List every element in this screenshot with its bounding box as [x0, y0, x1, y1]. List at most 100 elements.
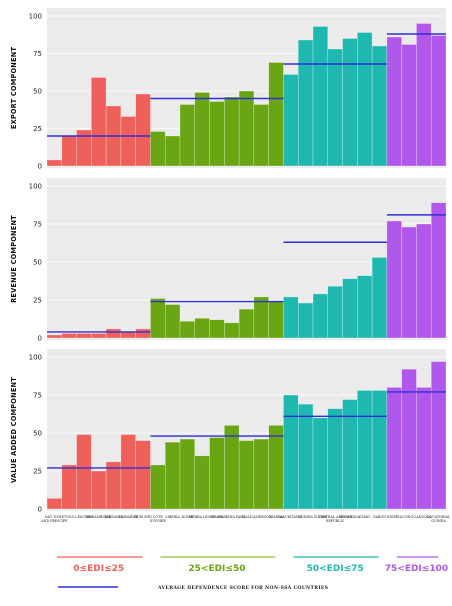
bar-togo — [61, 464, 77, 510]
bar-mauritania — [283, 74, 299, 167]
bar-central-african-republic — [327, 48, 343, 167]
bar-nigeria — [386, 387, 402, 510]
group-labels: 0≤EDI≤25 25<EDI≤50 50<EDI≤75 75<EDI≤100 — [57, 556, 448, 574]
bar-tanzania — [105, 461, 122, 510]
country-label: BURUNDI — [134, 515, 152, 519]
bar-botswana — [342, 38, 358, 167]
bar-chad — [357, 275, 373, 339]
y-tick-label: 50 — [33, 429, 42, 437]
bar-guinea — [297, 39, 314, 167]
y-tick-label: 0 — [38, 162, 42, 170]
bar-sao-tome-and-principe — [46, 334, 63, 339]
bar-chad — [357, 32, 373, 167]
bar-guinea — [297, 403, 314, 510]
bar-angola — [416, 387, 432, 510]
bar-zambia — [268, 62, 284, 167]
country-label: TOGO — [64, 515, 75, 519]
country-label: NIGER — [182, 515, 194, 519]
group-label: 25<EDI≤50 — [188, 564, 245, 574]
y-tick-label: 25 — [33, 296, 42, 304]
bar-burkina-faso — [224, 96, 240, 167]
bar-equatorial-guinea — [430, 361, 447, 510]
bar-togo — [61, 333, 77, 339]
chart-panels: 0 25 50 75 100 EXPORT COMPONENT 0 25 50 75 100 REVE… — [10, 8, 447, 513]
country-label: BURKINA FASO — [218, 515, 245, 519]
bar-ghana — [209, 319, 225, 339]
bar-mali — [238, 440, 255, 510]
bar-sudan — [312, 417, 329, 510]
bar-mali — [238, 90, 255, 167]
bar-central-african-republic — [327, 408, 343, 510]
bar-gabon — [371, 257, 388, 339]
bar-burkina-faso — [224, 322, 240, 339]
bar-zambia — [268, 301, 284, 339]
panel-2: 0 25 50 75 100 REVENUE COMPONENT — [10, 178, 447, 342]
bar-chad — [357, 390, 373, 510]
y-tick-label: 25 — [33, 125, 42, 133]
country-label: ZIMBABWE — [118, 515, 139, 519]
bar-burundi — [135, 440, 151, 510]
country-label: LIBERIA — [165, 515, 180, 519]
bar-mozambique — [91, 77, 107, 167]
bar-sierra-leone — [194, 455, 210, 510]
bar-mozambique — [91, 470, 107, 510]
bar-nigeria — [386, 36, 402, 167]
bar-equatorial-guinea — [430, 202, 447, 339]
country-label: CHAD — [360, 515, 371, 519]
country-label: GABON — [373, 515, 386, 519]
bar-zambia — [268, 425, 284, 510]
bar-cameroon — [253, 296, 269, 339]
y-tick-label: 0 — [38, 334, 42, 342]
bar-lesotho — [76, 434, 92, 510]
bar-equatorial-guinea — [430, 35, 447, 167]
y-axis-label: REVENUE COMPONENT — [10, 215, 18, 303]
bar-ghana — [209, 437, 225, 510]
bar-sudan — [312, 293, 329, 339]
bar-mali — [238, 308, 255, 339]
bar-cameroon — [253, 438, 269, 510]
bar-sao-tome-and-principe — [46, 159, 63, 167]
country-label: SAO TOME AND PRINCIPE — [40, 515, 68, 523]
group-label: 0≤EDI≤25 — [73, 564, 124, 574]
country-label: COTE D'IVOIRE — [150, 515, 167, 523]
bar-congo — [401, 44, 417, 167]
y-tick-label: 0 — [38, 505, 42, 513]
bar-togo — [61, 135, 77, 167]
country-label: NIGERIA — [387, 515, 403, 519]
bar-burundi — [135, 328, 151, 339]
bar-burundi — [135, 93, 151, 167]
bar-botswana — [342, 278, 358, 339]
panel-3: 0 25 50 75 100 VALUE ADDED COMPONENT — [10, 349, 447, 513]
bar-liberia — [164, 441, 181, 510]
group-label: 75<EDI≤100 — [385, 564, 448, 574]
bar-zimbabwe — [120, 434, 136, 510]
y-tick-label: 75 — [33, 391, 42, 399]
legend: AVERAGE DEPENDENCE SCORE FOR NON-SSA COU… — [58, 585, 328, 591]
country-label: MOZAMBIQUE — [86, 515, 112, 519]
bar-cote-d-ivoire — [150, 131, 166, 167]
bar-niger — [179, 438, 196, 510]
bar-angola — [416, 223, 432, 339]
panel-1: 0 25 50 75 100 EXPORT COMPONENT — [10, 8, 447, 170]
country-label: CENTRAL AFRICAN REPUBLIC — [318, 515, 352, 523]
bar-zimbabwe — [120, 331, 136, 339]
y-axis-label: VALUE ADDED COMPONENT — [10, 377, 18, 483]
country-label: SIERRA LEONE — [189, 515, 217, 519]
country-label: TANZANIA — [104, 515, 123, 519]
bar-lesotho — [76, 333, 92, 339]
bar-cote-d-ivoire — [150, 298, 166, 339]
country-label: ZAMBIA — [269, 515, 284, 519]
y-axis-label: EXPORT COMPONENT — [10, 47, 18, 130]
country-label: LESOTHO — [75, 515, 93, 519]
country-label: MALI — [242, 515, 252, 519]
bar-sierra-leone — [194, 92, 210, 167]
bar-mozambique — [91, 333, 107, 339]
country-label: GUINEA — [298, 515, 313, 519]
group-label: 50<EDI≤75 — [307, 564, 364, 574]
y-tick-label: 75 — [33, 50, 42, 58]
bar-cameroon — [253, 104, 269, 167]
country-label: SUDAN — [314, 515, 327, 519]
y-tick-label: 50 — [33, 87, 42, 95]
